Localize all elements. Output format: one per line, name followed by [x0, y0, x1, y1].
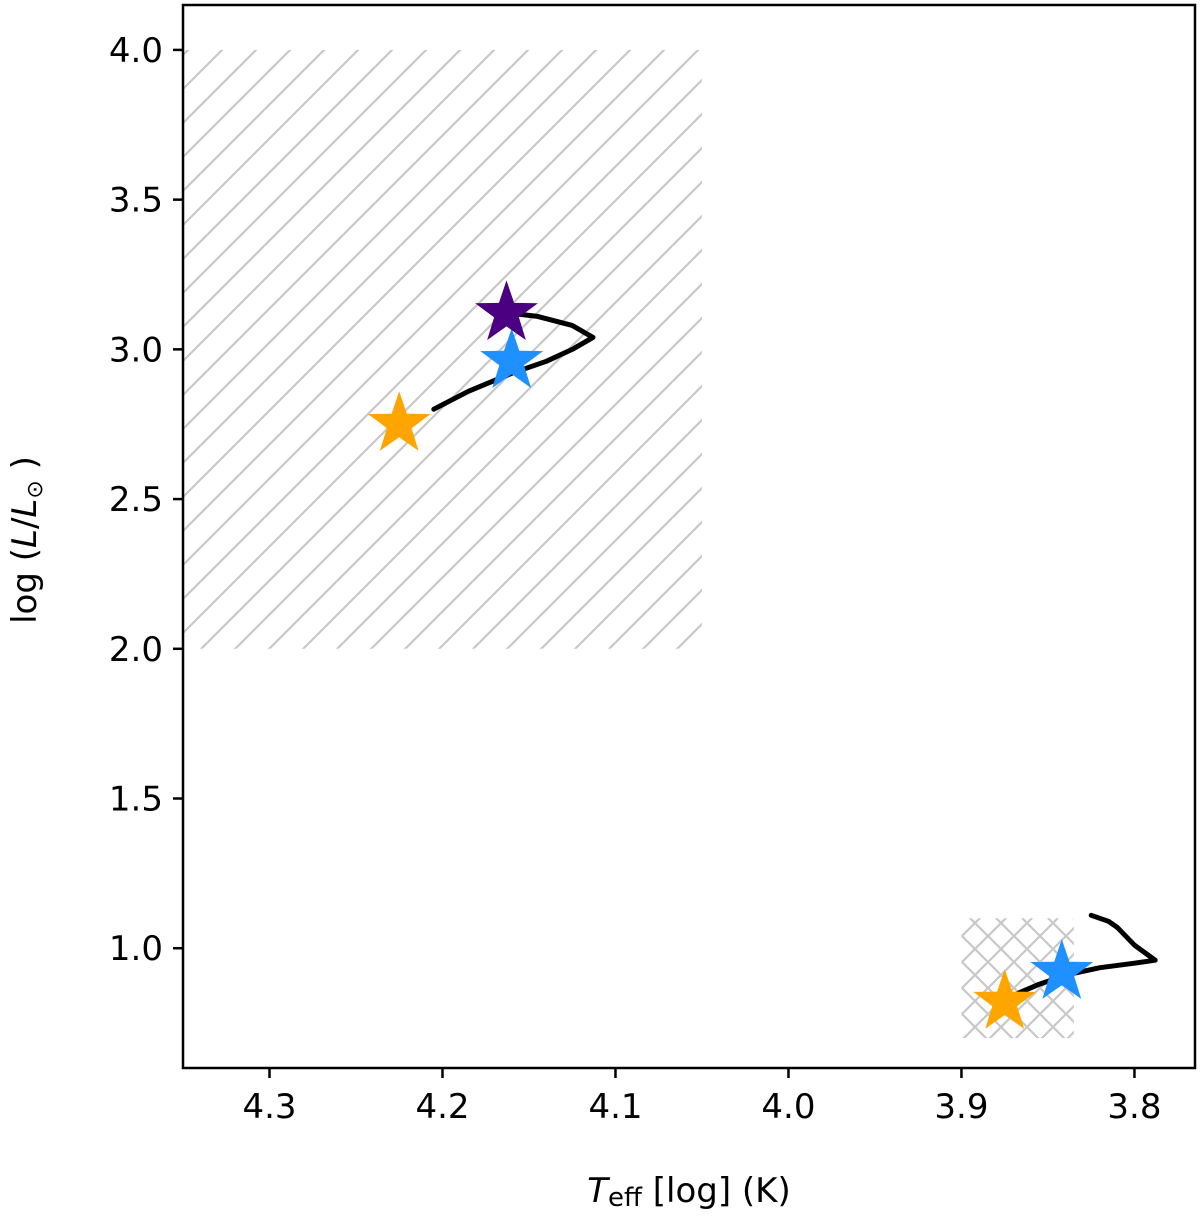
evolution-track-1 — [431, 310, 596, 412]
y-tick-label: 2.0 — [109, 630, 163, 670]
y-axis-label: log (L/L⊙ ) — [5, 456, 48, 624]
star-marker-3 — [475, 280, 538, 341]
star-marker-2 — [480, 328, 544, 388]
x-tick-label: 3.9 — [934, 1087, 988, 1127]
plot-frame — [181, 3, 1197, 1070]
x-tick-label: 3.8 — [1107, 1087, 1161, 1127]
y-tick-label: 3.5 — [109, 181, 163, 221]
star-marker-4 — [973, 969, 1037, 1029]
x-tick-label: 4.2 — [415, 1087, 469, 1127]
star-marker-1 — [367, 391, 431, 451]
star-markers — [367, 280, 1094, 1029]
y-tick-label: 1.0 — [109, 929, 163, 969]
hot-region — [183, 49, 702, 649]
star-marker-5 — [1030, 939, 1094, 999]
y-tick-label: 4.0 — [109, 31, 163, 71]
y-tick-label: 2.5 — [109, 480, 163, 520]
x-tick-label: 4.1 — [588, 1087, 642, 1127]
hatched-regions — [183, 49, 1074, 1039]
x-tick-label: 4.0 — [761, 1087, 815, 1127]
x-axis-ticks: 4.3 4.2 4.1 4.0 3.9 3.8 — [242, 1068, 1161, 1127]
x-axis-label: Teff [log] (K) — [587, 1171, 791, 1213]
y-axis-ticks: 1.0 1.5 2.0 2.5 3.0 3.5 4.0 — [109, 31, 183, 969]
x-tick-label: 4.3 — [242, 1087, 296, 1127]
y-tick-label: 3.0 — [109, 330, 163, 370]
y-tick-label: 1.5 — [109, 780, 163, 820]
